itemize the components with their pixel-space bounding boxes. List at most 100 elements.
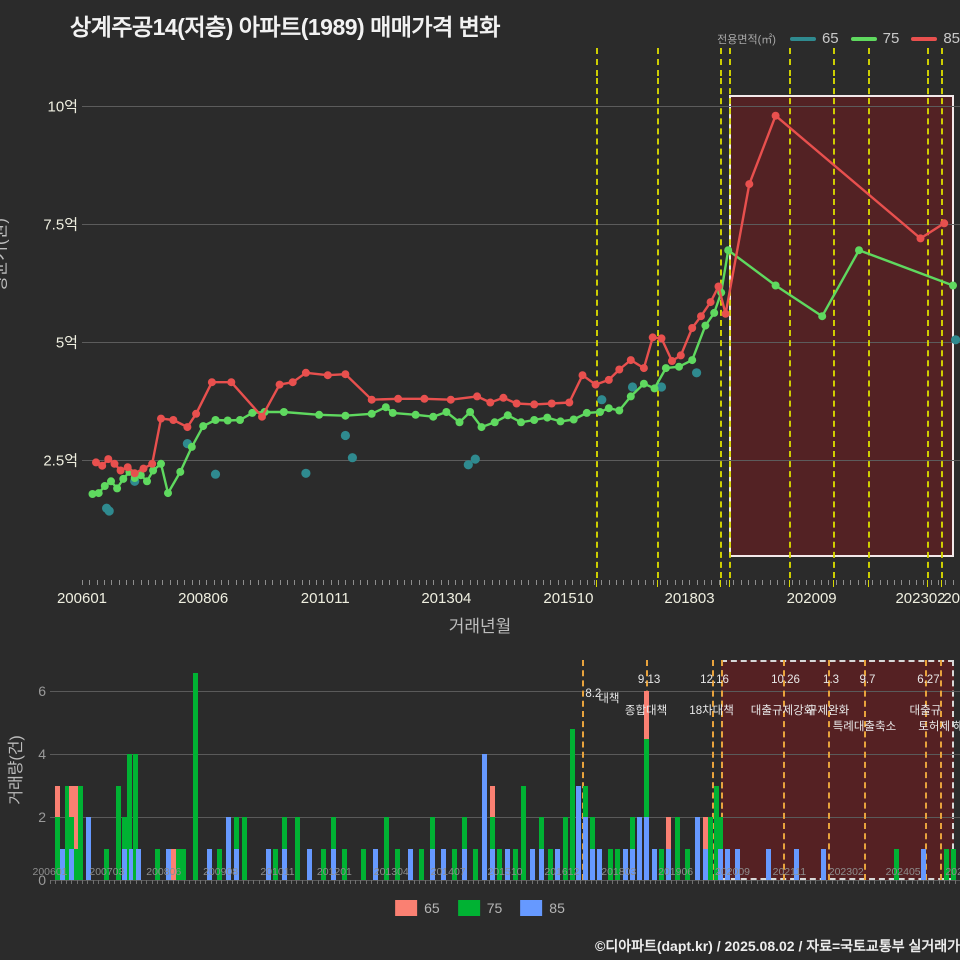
- data-point-65[interactable]: [210, 469, 221, 479]
- data-point-75[interactable]: [490, 418, 499, 427]
- volume-bar[interactable]: [921, 848, 927, 880]
- data-point-85[interactable]: [169, 416, 178, 424]
- data-point-75[interactable]: [771, 281, 780, 290]
- data-point-85[interactable]: [578, 371, 587, 380]
- data-point-75[interactable]: [187, 442, 196, 451]
- volume-bar[interactable]: [684, 848, 690, 880]
- volume-bar[interactable]: [569, 729, 575, 880]
- data-point-75[interactable]: [855, 246, 863, 255]
- data-point-85[interactable]: [301, 368, 310, 377]
- data-point-75[interactable]: [199, 422, 208, 431]
- data-point-75[interactable]: [661, 364, 670, 373]
- volume-bar[interactable]: [193, 672, 199, 880]
- data-point-75[interactable]: [411, 410, 420, 419]
- volume-bar[interactable]: [60, 848, 66, 880]
- volume-bar[interactable]: [555, 848, 561, 880]
- volume-bar[interactable]: [54, 785, 60, 880]
- data-point-75[interactable]: [248, 408, 257, 417]
- volume-bar[interactable]: [320, 848, 326, 880]
- volume-bar[interactable]: [216, 848, 222, 880]
- data-point-75[interactable]: [107, 477, 115, 486]
- volume-bar[interactable]: [548, 848, 553, 880]
- data-point-85[interactable]: [626, 356, 635, 365]
- data-point-85[interactable]: [104, 455, 113, 464]
- data-point-85[interactable]: [657, 334, 666, 343]
- data-point-85[interactable]: [639, 364, 648, 373]
- data-point-85[interactable]: [688, 324, 697, 332]
- data-point-85[interactable]: [367, 395, 376, 404]
- volume-bar[interactable]: [265, 848, 271, 880]
- volume-bar[interactable]: [666, 817, 672, 880]
- volume-bar[interactable]: [615, 848, 621, 880]
- data-point-85[interactable]: [341, 370, 350, 379]
- data-point-85[interactable]: [486, 398, 495, 407]
- volume-bar[interactable]: [497, 848, 503, 880]
- volume-bar[interactable]: [234, 817, 240, 880]
- volume-bar[interactable]: [473, 848, 479, 880]
- data-point-75[interactable]: [466, 408, 475, 416]
- volume-bar[interactable]: [361, 848, 367, 880]
- data-point-85[interactable]: [98, 461, 107, 470]
- volume-bar[interactable]: [725, 848, 731, 880]
- volume-bar[interactable]: [64, 785, 70, 880]
- data-point-65[interactable]: [463, 460, 473, 470]
- data-point-75[interactable]: [100, 482, 109, 490]
- data-point-85[interactable]: [668, 357, 676, 365]
- data-point-65[interactable]: [301, 468, 311, 478]
- volume-bar[interactable]: [893, 848, 899, 880]
- data-point-85[interactable]: [512, 399, 521, 408]
- data-point-75[interactable]: [113, 484, 122, 493]
- data-point-85[interactable]: [940, 219, 949, 228]
- data-point-75[interactable]: [223, 416, 232, 425]
- volume-bar[interactable]: [513, 848, 519, 880]
- volume-bar[interactable]: [644, 691, 650, 880]
- volume-bar[interactable]: [943, 848, 949, 880]
- data-point-75[interactable]: [442, 408, 451, 416]
- data-point-85[interactable]: [323, 371, 332, 380]
- legend-item-75[interactable]: 75: [850, 30, 899, 47]
- volume-bar[interactable]: [306, 848, 312, 880]
- data-point-75[interactable]: [455, 418, 464, 427]
- data-point-75[interactable]: [710, 308, 719, 317]
- data-point-65[interactable]: [470, 454, 480, 464]
- data-point-85[interactable]: [916, 234, 925, 243]
- legend-item-65[interactable]: 65: [789, 30, 839, 47]
- volume-bar[interactable]: [597, 848, 603, 880]
- legend-item-85[interactable]: 85: [911, 30, 960, 47]
- volume-bar[interactable]: [73, 785, 79, 880]
- data-point-85[interactable]: [604, 375, 613, 384]
- volume-bar[interactable]: [69, 785, 75, 880]
- volume-bar[interactable]: [461, 817, 467, 880]
- volume-bar[interactable]: [331, 817, 337, 880]
- volume-bar[interactable]: [395, 848, 401, 880]
- data-point-85[interactable]: [116, 466, 125, 475]
- data-point-85[interactable]: [499, 393, 508, 402]
- volume-bar[interactable]: [951, 848, 957, 880]
- data-point-75[interactable]: [724, 246, 733, 255]
- data-point-65[interactable]: [104, 506, 114, 516]
- volume-bar[interactable]: [440, 848, 446, 880]
- data-point-85[interactable]: [139, 464, 148, 473]
- volume-legend-item-65[interactable]: 65: [395, 900, 440, 916]
- volume-bar[interactable]: [135, 848, 141, 880]
- data-point-75[interactable]: [279, 408, 288, 416]
- data-point-85[interactable]: [565, 398, 574, 407]
- data-point-75[interactable]: [650, 384, 659, 393]
- data-point-85[interactable]: [591, 380, 600, 389]
- volume-bar[interactable]: [520, 785, 526, 880]
- volume-bar[interactable]: [242, 817, 248, 880]
- data-point-85[interactable]: [745, 180, 754, 189]
- volume-bar[interactable]: [295, 817, 301, 880]
- volume-bar[interactable]: [718, 817, 724, 880]
- volume-bar[interactable]: [622, 848, 628, 880]
- data-point-85[interactable]: [258, 412, 266, 421]
- data-point-85[interactable]: [530, 400, 539, 409]
- data-point-85[interactable]: [547, 399, 556, 408]
- data-point-85[interactable]: [148, 459, 157, 468]
- data-point-65[interactable]: [692, 368, 702, 378]
- volume-bar[interactable]: [637, 817, 643, 880]
- volume-bar[interactable]: [225, 817, 231, 880]
- volume-bar[interactable]: [175, 848, 181, 880]
- data-point-85[interactable]: [771, 111, 780, 120]
- data-point-65[interactable]: [597, 395, 607, 405]
